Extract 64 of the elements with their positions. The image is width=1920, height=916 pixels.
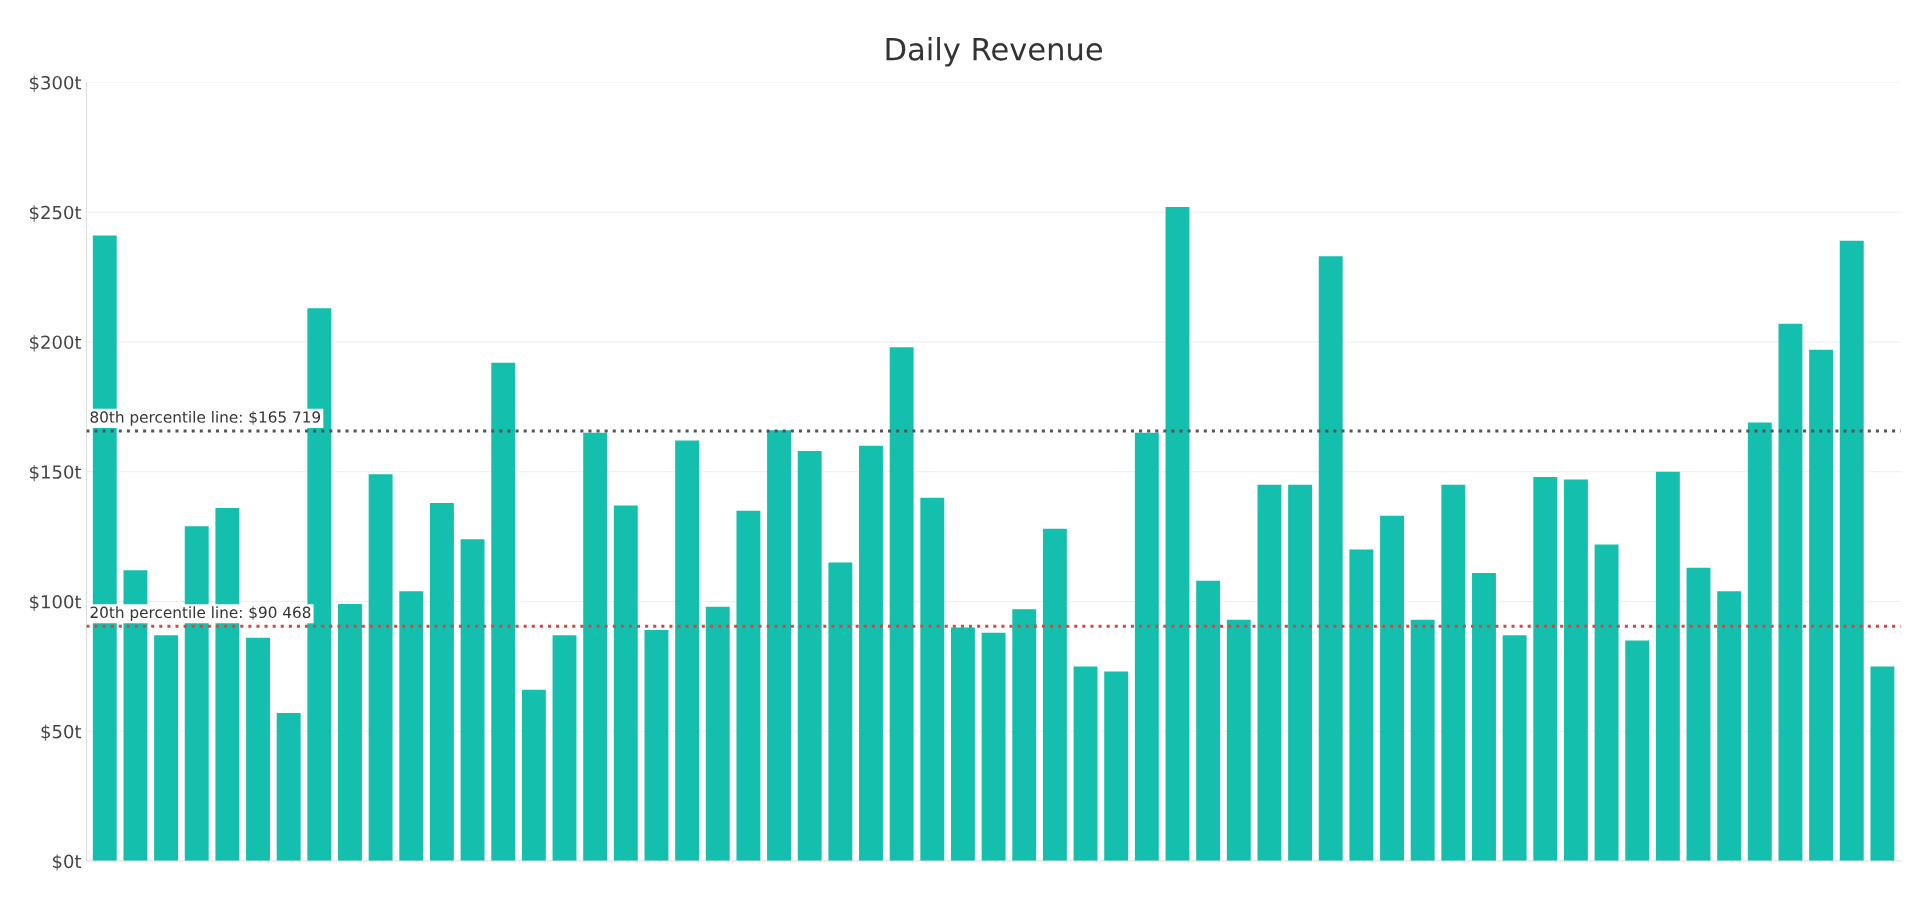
bar	[1134, 432, 1159, 862]
bar	[1870, 666, 1895, 862]
bar	[736, 510, 761, 862]
bar	[1441, 484, 1466, 862]
chart-title: Daily Revenue	[886, 37, 1103, 67]
y-tick-label: $0t	[52, 854, 82, 871]
bar	[1778, 323, 1803, 862]
bar	[1257, 484, 1282, 862]
bar	[1012, 609, 1037, 862]
bar	[1839, 240, 1864, 862]
bar	[1717, 591, 1742, 862]
bar	[1655, 471, 1680, 862]
bar	[399, 591, 424, 862]
bar	[1533, 476, 1558, 862]
bar	[613, 505, 638, 862]
y-tick-label: $100t	[30, 594, 82, 612]
bar	[521, 689, 546, 862]
y-tick-label: $50t	[41, 724, 82, 741]
bar	[552, 635, 577, 862]
bar	[1380, 515, 1404, 862]
y-tick-label: $150t	[30, 464, 82, 482]
bar	[920, 497, 945, 862]
ref-line-label: 80th percentile line: $165 719	[90, 410, 321, 426]
bar	[460, 539, 485, 862]
bar	[1165, 207, 1190, 862]
bar	[1226, 619, 1251, 862]
bar	[1625, 640, 1650, 862]
bar	[828, 562, 853, 862]
bar	[767, 430, 792, 862]
y-tick-label: $300t	[30, 75, 82, 92]
bar	[1563, 479, 1588, 862]
bar	[1104, 671, 1129, 862]
bar	[859, 445, 883, 862]
bar	[1042, 528, 1067, 862]
bar	[797, 450, 822, 862]
y-tick-label: $250t	[30, 205, 82, 222]
bar	[1472, 572, 1496, 862]
bar	[1196, 580, 1221, 862]
bar	[1502, 635, 1527, 862]
bar	[1594, 544, 1619, 862]
bar	[1686, 567, 1711, 862]
bar	[368, 474, 393, 862]
bar	[1410, 619, 1435, 862]
bar	[951, 627, 975, 862]
y-tick-label: $200t	[30, 335, 82, 352]
bar	[154, 635, 179, 862]
bar	[1073, 666, 1098, 862]
bar	[981, 632, 1006, 862]
bar	[889, 347, 914, 862]
bar	[583, 432, 608, 862]
bar	[429, 502, 454, 862]
ref-line-label: 20th percentile line: $90 468	[90, 606, 311, 622]
bar	[675, 440, 700, 862]
bar	[276, 713, 301, 862]
bar	[1349, 549, 1374, 862]
bar	[1288, 484, 1313, 862]
bar	[1747, 422, 1772, 862]
bar	[644, 630, 669, 862]
bar	[338, 604, 362, 862]
bar	[246, 637, 270, 862]
bar	[1318, 256, 1343, 862]
bar	[491, 362, 516, 862]
bar	[705, 606, 730, 862]
bar	[1809, 349, 1834, 862]
